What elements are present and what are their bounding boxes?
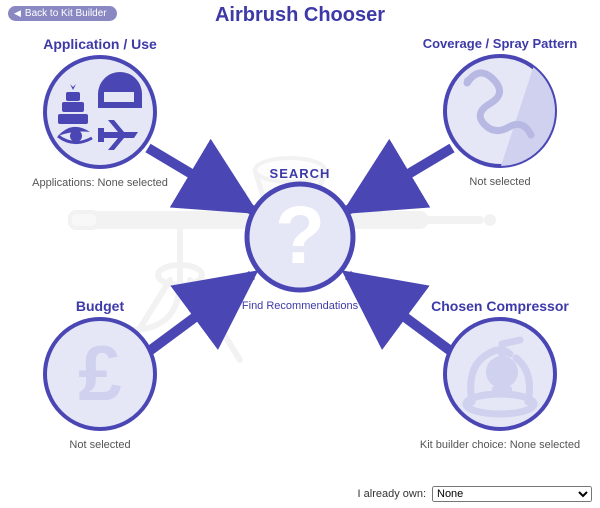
node-coverage-status: Not selected xyxy=(400,176,600,188)
search-bottom-label: Find Recommendations xyxy=(230,300,370,312)
node-coverage-circle[interactable] xyxy=(442,53,558,169)
node-application-status: Applications: None selected xyxy=(20,177,180,189)
node-search: SEARCH ? Find Recommendations xyxy=(230,166,370,312)
node-application: Application / Use xyxy=(20,36,180,189)
node-compressor-status: Kit builder choice: None selected xyxy=(400,439,600,451)
node-compressor-circle[interactable] xyxy=(442,316,558,432)
svg-text:£: £ xyxy=(78,329,121,417)
node-budget-label: Budget xyxy=(20,298,180,314)
node-application-circle[interactable] xyxy=(42,54,158,170)
search-top-label: SEARCH xyxy=(230,166,370,181)
already-own-label: I already own: xyxy=(358,488,426,500)
node-budget-status: Not selected xyxy=(20,439,180,451)
search-circle[interactable]: ? xyxy=(244,181,356,293)
node-coverage-label: Coverage / Spray Pattern xyxy=(400,36,600,51)
page-title: Airbrush Chooser xyxy=(0,4,600,27)
node-budget-circle[interactable]: £ xyxy=(42,316,158,432)
node-budget: Budget £ Not selected xyxy=(20,298,180,451)
node-coverage: Coverage / Spray Pattern Not selected xyxy=(400,36,600,188)
node-compressor-label: Chosen Compressor xyxy=(400,298,600,314)
node-application-label: Application / Use xyxy=(20,36,180,52)
already-own-row: I already own: None xyxy=(358,486,592,502)
already-own-select[interactable]: None xyxy=(432,486,592,502)
svg-text:?: ? xyxy=(275,190,325,281)
node-compressor: Chosen Compressor Kit builder choice: No… xyxy=(400,298,600,451)
